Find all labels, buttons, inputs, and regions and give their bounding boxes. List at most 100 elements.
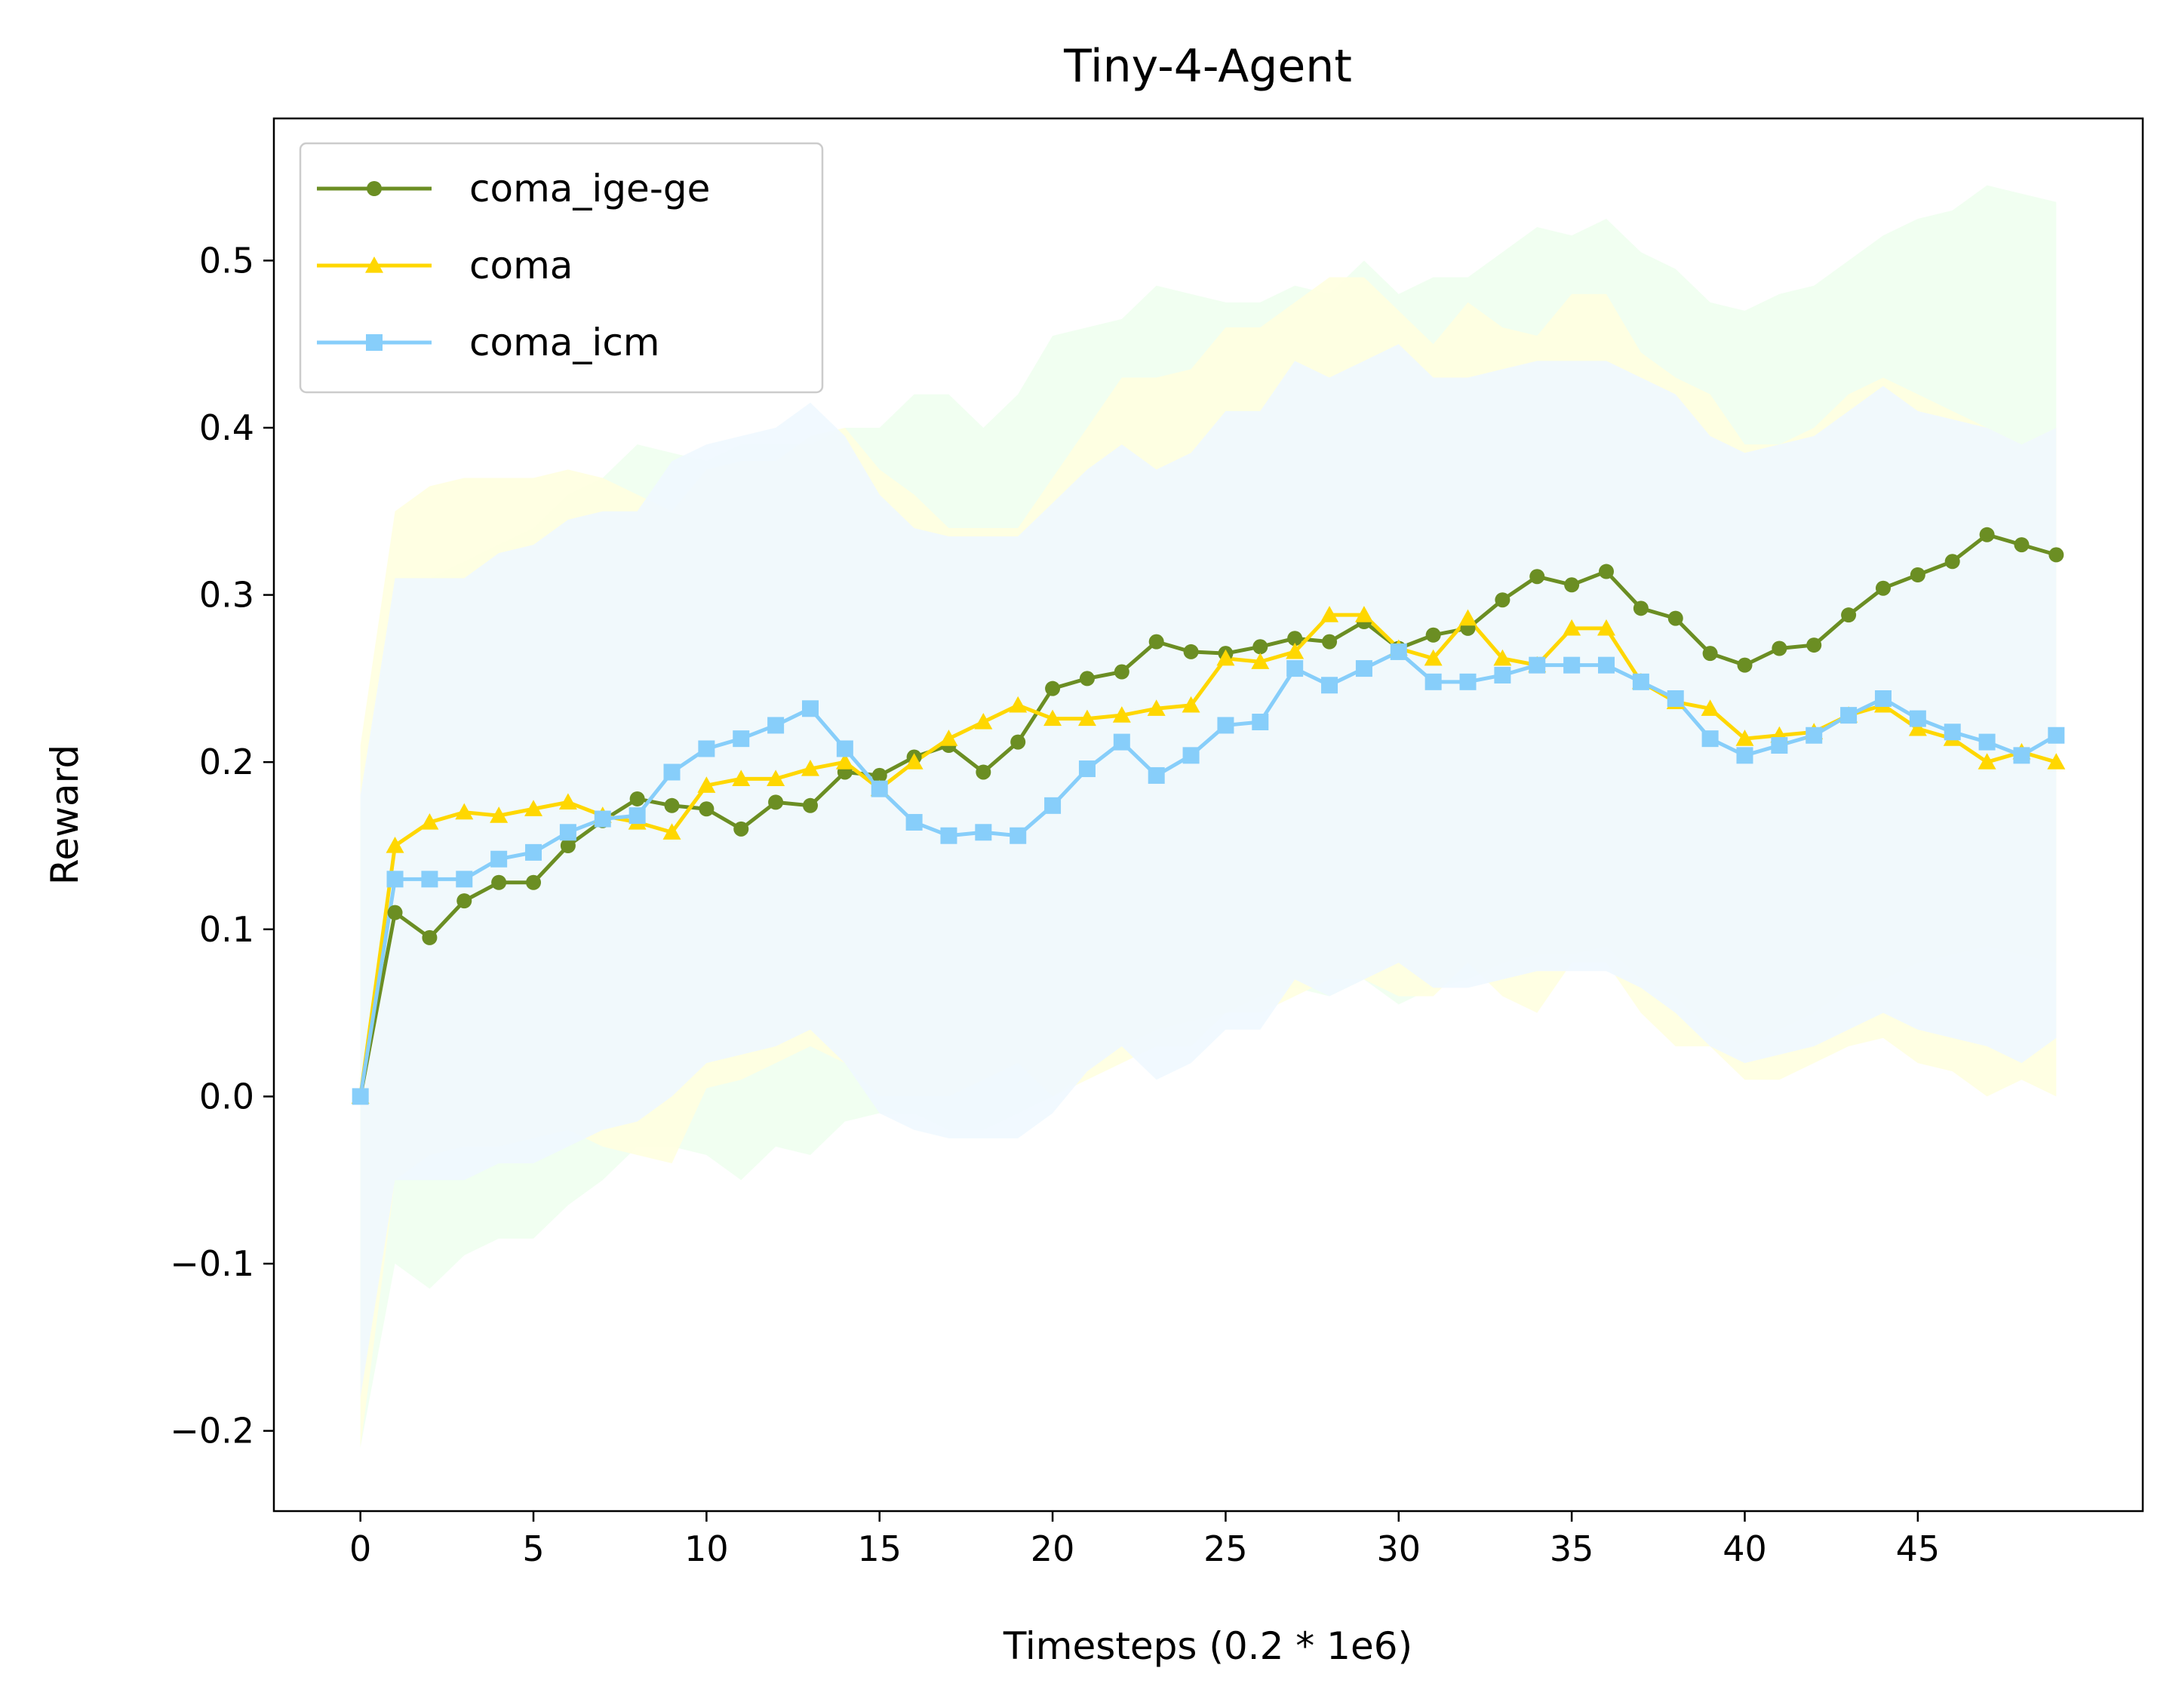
coma-point — [974, 713, 993, 730]
coma-ige-ge-point — [733, 821, 749, 837]
coma-point — [1112, 706, 1131, 723]
coma-ige-ge-point — [387, 905, 403, 920]
coma-ige-ge-point — [1599, 564, 1615, 579]
y-tick-label: 0.3 — [199, 575, 254, 616]
coma-icm-point — [767, 717, 785, 734]
coma-icm-point — [352, 1088, 369, 1105]
x-tick-label: 35 — [1550, 1528, 1594, 1569]
coma-ige-ge-point — [1944, 554, 1960, 570]
coma-ige-ge-point — [1737, 657, 1753, 673]
coma-point — [1701, 699, 1719, 716]
coma-point — [662, 823, 681, 840]
coma-point — [801, 760, 819, 776]
coma-icm-point — [1632, 673, 1649, 690]
coma-icm-point — [1701, 730, 1719, 748]
coma-ige-ge-point — [1079, 671, 1095, 687]
coma-point — [939, 730, 958, 746]
coma-point — [558, 793, 577, 809]
coma-icm-point — [733, 730, 750, 748]
coma-ige-ge-point — [871, 767, 887, 783]
coma-icm-point — [1390, 643, 1407, 660]
coma-icm-point — [1424, 673, 1442, 690]
coma-point — [1216, 649, 1235, 666]
coma-icm-point — [525, 843, 542, 861]
coma-point — [1043, 709, 1062, 727]
coma-icm-point — [698, 740, 715, 757]
confidence-bands — [360, 185, 2057, 1448]
coma-ige-ge-point — [1114, 664, 1129, 680]
series-markers — [351, 527, 2066, 1105]
y-tick-label: −0.1 — [170, 1243, 254, 1284]
coma-icm-point — [1874, 690, 1892, 707]
coma-point — [420, 813, 439, 830]
coma-ige-ge-point — [699, 801, 715, 817]
coma-ige-ge-point — [1252, 639, 1268, 655]
coma-icm-point — [1252, 714, 1269, 731]
coma-ige-ge-point — [2014, 537, 2030, 553]
legend-coma-marker — [365, 257, 383, 273]
coma-icm-point — [940, 827, 957, 844]
coma-icm-point — [801, 700, 819, 717]
coma-ige-ge-point — [629, 791, 645, 806]
coma-ige-ge-point — [1875, 580, 1891, 596]
coma-ige-ge-point — [1979, 527, 1995, 542]
coma-ige-ge-point — [1045, 680, 1061, 696]
coma-icm-point — [2013, 747, 2030, 764]
coma-icm-point — [628, 807, 646, 825]
coma-ige-ge-point — [1425, 627, 1441, 643]
coma-ige-ge-point — [2048, 547, 2064, 563]
coma-icm-point — [1044, 797, 1062, 814]
coma-ige-ge-point — [1702, 646, 1718, 662]
coma-icm-point — [1529, 656, 1546, 674]
coma-point — [524, 800, 543, 816]
coma-icm-point — [490, 850, 508, 868]
coma-ige-ge-point — [1287, 631, 1303, 647]
coma-icm-point — [871, 780, 888, 797]
coma-ige-ge-point — [1183, 644, 1199, 659]
coma-ige-ge-point — [768, 794, 784, 810]
coma-icm-point — [1010, 827, 1027, 844]
coma-point — [1424, 649, 1443, 666]
x-tick-label: 10 — [684, 1528, 729, 1569]
x-tick-label: 25 — [1203, 1528, 1248, 1569]
coma-ige-ge-point — [1148, 634, 1164, 650]
y-tick-label: 0.4 — [199, 407, 254, 448]
coma-point — [1286, 642, 1305, 659]
coma-icm-point — [1806, 727, 1823, 744]
coma-point — [1320, 606, 1339, 622]
coma-icm-band — [360, 344, 2057, 1398]
coma-icm-point — [1459, 673, 1477, 690]
coma-ige-ge-point — [1010, 734, 1026, 750]
coma-icm-point — [836, 740, 853, 757]
coma-icm-point — [1667, 690, 1684, 707]
coma-point — [1493, 649, 1512, 666]
coma-ige-ge-point — [1529, 569, 1545, 585]
coma-icm-point — [1113, 733, 1130, 751]
legend-coma-ige-ge-marker — [367, 181, 382, 196]
coma-point — [1009, 696, 1028, 713]
y-tick-label: 0.1 — [199, 909, 254, 950]
coma-ige-ge-point — [491, 874, 507, 890]
coma-point — [732, 770, 751, 786]
y-tick-label: 0.0 — [199, 1076, 254, 1117]
coma-ige-ge-point — [526, 874, 542, 890]
coma-ige-ge-point — [560, 837, 576, 853]
coma-point — [1182, 696, 1200, 713]
coma-ige-ge-point — [802, 797, 818, 813]
coma-icm-point — [1736, 747, 1753, 764]
coma-icm-point — [1321, 677, 1338, 694]
x-tick-label: 20 — [1031, 1528, 1075, 1569]
coma-point — [1908, 719, 1927, 736]
coma-icm-point — [975, 824, 992, 841]
coma-icm-point — [421, 871, 438, 888]
coma-point — [2047, 753, 2066, 770]
coma-point — [697, 776, 716, 793]
coma-point — [1354, 606, 1373, 622]
coma-ige-ge-point — [456, 893, 472, 909]
coma-point — [835, 753, 854, 770]
coma-icm-point — [1598, 656, 1615, 674]
coma-point — [1597, 619, 1616, 636]
